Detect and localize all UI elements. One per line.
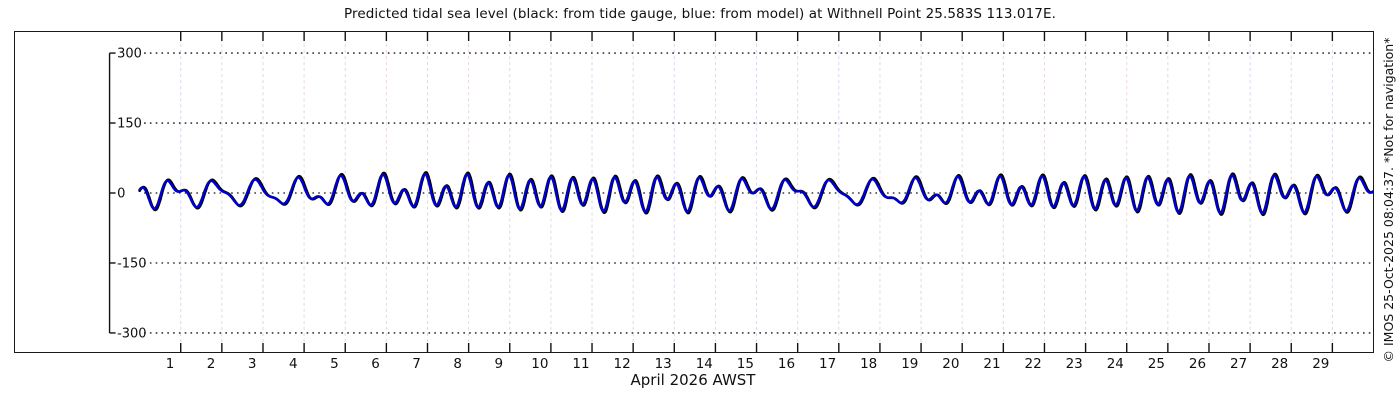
x-tick-label: 25 xyxy=(1147,356,1165,372)
x-tick-label: 26 xyxy=(1188,356,1207,372)
x-tick-label: 12 xyxy=(613,356,631,372)
x-tick-label: 19 xyxy=(901,356,919,372)
plot-area: 300 150 0 -150 -300 xyxy=(14,31,1374,353)
x-tick-label: 13 xyxy=(654,356,672,372)
x-tick-label: 11 xyxy=(572,356,590,372)
x-tick-label: 4 xyxy=(289,356,298,372)
x-tick-label: 24 xyxy=(1106,356,1124,372)
x-tick-label: 17 xyxy=(819,356,837,372)
x-tick-label: 9 xyxy=(494,356,504,372)
x-tick-label: 16 xyxy=(777,356,796,372)
x-tick-label: 21 xyxy=(983,356,1001,372)
y-tick-label: 300 xyxy=(117,47,142,62)
y-tick-label: -300 xyxy=(117,327,147,342)
x-tick-label: 5 xyxy=(330,356,339,372)
x-tick-label: 18 xyxy=(860,356,878,372)
x-tick-label: 20 xyxy=(942,356,960,372)
x-tick-label: 29 xyxy=(1312,356,1330,372)
x-tick-label: 14 xyxy=(695,356,713,372)
x-tick-label: 28 xyxy=(1271,356,1289,372)
tide-curve-canvas: 300 150 0 -150 -300 xyxy=(108,32,1373,352)
x-tick-label: 7 xyxy=(412,356,421,372)
series-model xyxy=(138,172,1373,215)
x-tick-label: 3 xyxy=(247,356,257,372)
x-tick-label: 6 xyxy=(371,356,380,372)
x-tick-label: 22 xyxy=(1024,356,1042,372)
x-axis-label: April 2026 AWST xyxy=(630,371,756,389)
x-tick-label: 8 xyxy=(453,356,462,372)
x-tick-label: 10 xyxy=(531,356,549,372)
x-tick-label: 2 xyxy=(206,356,216,372)
x-tick-label: 1 xyxy=(165,356,175,372)
x-tick-label: 23 xyxy=(1065,356,1083,372)
copyright-vertical-text: © IMOS 25-Oct-2025 08:04:37. *Not for na… xyxy=(1381,37,1396,363)
y-tick-label: 0 xyxy=(117,187,125,202)
y-tick-label: 150 xyxy=(117,117,142,132)
x-tick-label: 27 xyxy=(1230,356,1248,372)
x-axis-day-labels: 1 2 3 4 5 6 7 8 9 10 11 12 13 14 15 16 17 18 19 20 21 22 23 24 2… xyxy=(0,356,1400,373)
y-tick-label: -150 xyxy=(117,257,147,272)
chart-title: Predicted tidal sea level (black: from t… xyxy=(343,6,1057,22)
x-tick-label: 15 xyxy=(736,356,754,372)
